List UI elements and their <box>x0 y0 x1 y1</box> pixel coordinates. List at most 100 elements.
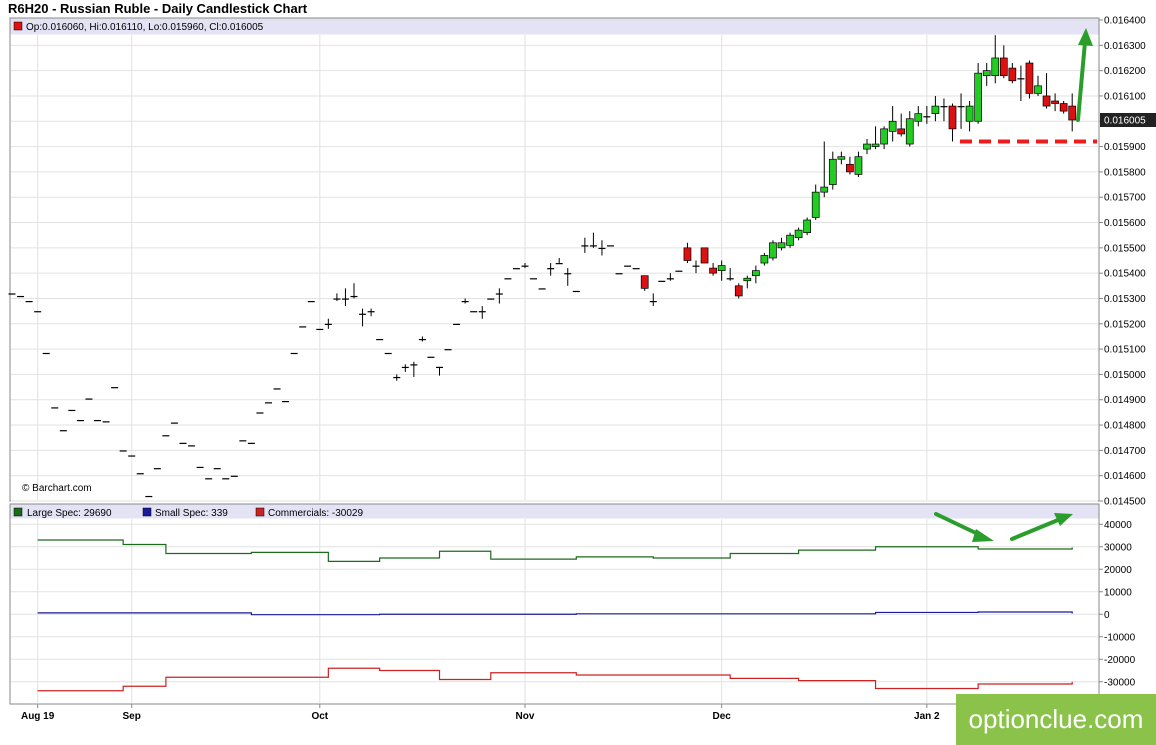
down-trend-arrow <box>934 512 994 542</box>
candle <box>136 473 144 475</box>
price-gridlines <box>11 19 1098 502</box>
candle <box>624 265 632 267</box>
candle <box>393 374 401 381</box>
candle <box>256 412 264 414</box>
price-tick-label: 0.015600 <box>1104 218 1146 229</box>
candle <box>555 257 563 265</box>
price-tick-label: 0.014700 <box>1104 446 1146 457</box>
candle <box>333 293 341 302</box>
candle <box>914 106 923 127</box>
cot-series-lines <box>37 539 1073 692</box>
candle <box>1017 65 1025 102</box>
cot-tick-label: -20000 <box>1104 655 1136 666</box>
candle <box>888 106 897 142</box>
candle <box>897 113 906 137</box>
price-tick-label: 0.014900 <box>1104 395 1146 406</box>
candle <box>495 288 503 304</box>
x-tick-label: Oct <box>311 711 328 722</box>
candle <box>153 468 161 470</box>
price-tick-label: 0.015800 <box>1104 167 1146 178</box>
candle <box>632 268 640 270</box>
candle <box>607 245 614 247</box>
candle <box>666 273 674 281</box>
candle <box>734 283 743 299</box>
candle <box>683 242 692 264</box>
price-tick-label: 0.014500 <box>1104 497 1146 508</box>
candle <box>769 240 777 261</box>
cot-tick-label: -30000 <box>1104 677 1136 688</box>
legend-small-spec: Small Spec: 339 <box>155 508 228 519</box>
candle <box>410 361 418 377</box>
candle <box>957 93 965 129</box>
candle <box>1008 63 1017 84</box>
cot-tick-label: 30000 <box>1104 542 1132 553</box>
candle <box>803 217 812 236</box>
candle <box>863 138 871 155</box>
candle <box>444 349 452 351</box>
candle <box>880 126 888 150</box>
candle <box>931 95 940 122</box>
candle <box>640 275 649 291</box>
candle <box>572 290 580 293</box>
candle <box>1042 73 1051 109</box>
cot-panel-frame <box>9 503 1100 705</box>
candle <box>726 268 734 281</box>
candle <box>478 306 486 319</box>
cot-legend-band <box>10 504 1099 519</box>
candle <box>1025 60 1034 99</box>
candle <box>991 35 1000 84</box>
price-tick-label: 0.015900 <box>1104 142 1146 153</box>
candle <box>17 295 25 298</box>
price-tick-label: 0.014600 <box>1104 471 1146 482</box>
candle <box>384 352 392 355</box>
price-tick-label: 0.015200 <box>1104 319 1146 330</box>
candle <box>162 435 170 437</box>
candle <box>239 440 247 442</box>
candle <box>282 401 290 403</box>
candle <box>905 111 914 147</box>
candle <box>837 151 846 165</box>
cot-series-line-2 <box>37 667 1073 692</box>
candle <box>564 268 572 286</box>
candle <box>581 237 589 253</box>
candle <box>504 278 512 280</box>
candle <box>376 338 384 341</box>
price-axis: 0.014500 0.014600 0.014700 0.014800 0.014900… <box>1099 16 1146 508</box>
candle <box>367 308 375 317</box>
candle <box>427 356 435 358</box>
candle <box>453 323 461 325</box>
candle <box>359 308 367 327</box>
candle <box>948 103 957 142</box>
candle <box>418 336 426 342</box>
candle <box>290 352 298 355</box>
candle <box>709 263 717 276</box>
candle <box>487 298 495 300</box>
x-tick-label: Jan 2 <box>914 711 940 722</box>
price-tick-label: 0.014800 <box>1104 421 1146 432</box>
candle <box>589 232 597 248</box>
candle <box>470 311 478 313</box>
watermark-logo: optionclue.com <box>956 694 1156 745</box>
ohlc-legend-band <box>10 18 1099 35</box>
candle <box>777 237 786 251</box>
candle <box>547 263 555 276</box>
price-tick-label: 0.016400 <box>1104 16 1146 27</box>
x-tick-label: Nov <box>516 711 535 722</box>
candle <box>307 301 315 303</box>
up-trend-arrow-cot <box>1010 513 1073 541</box>
candle <box>1034 75 1042 96</box>
candle <box>222 478 230 480</box>
candle <box>324 318 332 329</box>
price-tick-label: 0.015100 <box>1104 345 1146 356</box>
candle <box>68 409 76 412</box>
candle <box>34 311 42 313</box>
candle <box>436 366 443 376</box>
price-tick-label: 0.015300 <box>1104 294 1146 305</box>
candle <box>145 495 153 498</box>
candle <box>538 288 546 290</box>
candle <box>1051 93 1059 112</box>
candle <box>974 63 983 124</box>
candle <box>8 293 16 295</box>
legend-commercials: Commercials: -30029 <box>268 508 363 519</box>
barchart-credit: © Barchart.com <box>22 483 92 494</box>
